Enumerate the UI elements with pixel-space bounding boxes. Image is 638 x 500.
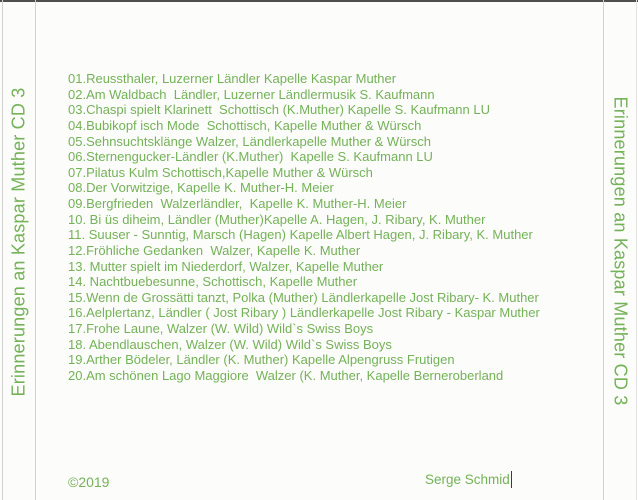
track-line-18: 18. Abendlauschen, Walzer (W. Wild) Wild… <box>68 336 392 352</box>
track-line-02: 02.Am Waldbach Ländler, Luzerner Ländler… <box>68 86 435 102</box>
spine-title-left[interactable]: Erinnerungen an Kaspar Muther CD 3 <box>8 87 29 397</box>
copyright-text[interactable]: ©2019 <box>68 474 110 490</box>
top-edge-line <box>0 0 638 2</box>
credit-field[interactable]: Serge Schmid <box>425 471 513 488</box>
track-line-20: 20.Am schönen Lago Maggiore Walzer (K. M… <box>68 367 504 383</box>
track-line-09: 09.Bergfrieden Walzerländler, Kapelle K.… <box>68 196 407 211</box>
track-line-17: 17.Frohe Laune, Walzer (W. Wild) Wild`s … <box>68 321 374 336</box>
fold-line-right-inner <box>603 0 604 500</box>
track-line-04: 04.Bubikopf isch Mode Schottisch, Kapell… <box>68 117 422 133</box>
track-line-06: 06.Sternengucker-Ländler (K.Muther) Kape… <box>68 149 433 165</box>
track-line-12: 12.Fröhliche Gedanken Walzer, Kapelle K.… <box>68 242 361 258</box>
spine-title-right[interactable]: Erinnerungen an Kaspar Muther CD 3 <box>610 96 631 406</box>
fold-line-left-outer <box>2 0 3 500</box>
track-line-14: 14. Nachtbuebesunne, Schottisch, Kapelle… <box>68 274 358 290</box>
track-line-10: 10. Bi üs diheim, Ländler (Muther)Kapell… <box>68 211 486 227</box>
fold-line-left-inner <box>35 0 36 500</box>
track-line-08: 08.Der Vorwitzige, Kapelle K. Muther-H. … <box>68 180 334 196</box>
track-line-03: 03.Chaspi spielt Klarinett Schottisch (K… <box>68 102 490 118</box>
text-cursor <box>510 471 513 488</box>
fold-line-right-outer <box>636 0 637 500</box>
track-line-19: 19.Arther Bödeler, Ländler (K. Muther) K… <box>68 352 455 368</box>
track-line-07: 07.Pilatus Kulm Schottisch,Kapelle Muthe… <box>68 164 373 180</box>
track-line-16: 16.Aelplertanz, Ländler ( Jost Ribary ) … <box>68 305 540 321</box>
track-line-05: 05.Sehnsuchtsklänge Walzer, Ländlerkapel… <box>68 133 431 149</box>
track-line-11: 11. Suuser - Sunntig, Marsch (Hagen) Kap… <box>68 227 533 243</box>
track-list[interactable]: 01.Reussthaler, Luzerner Ländler Kapelle… <box>68 71 540 384</box>
track-line-15: 15.Wenn de Grossätti tanzt, Polka (Muthe… <box>68 289 539 305</box>
track-line-01: 01.Reussthaler, Luzerner Ländler Kapelle… <box>68 71 397 86</box>
track-line-13: 13. Mutter spielt im Niederdorf, Walzer,… <box>68 258 384 274</box>
credit-text: Serge Schmid <box>425 472 510 487</box>
